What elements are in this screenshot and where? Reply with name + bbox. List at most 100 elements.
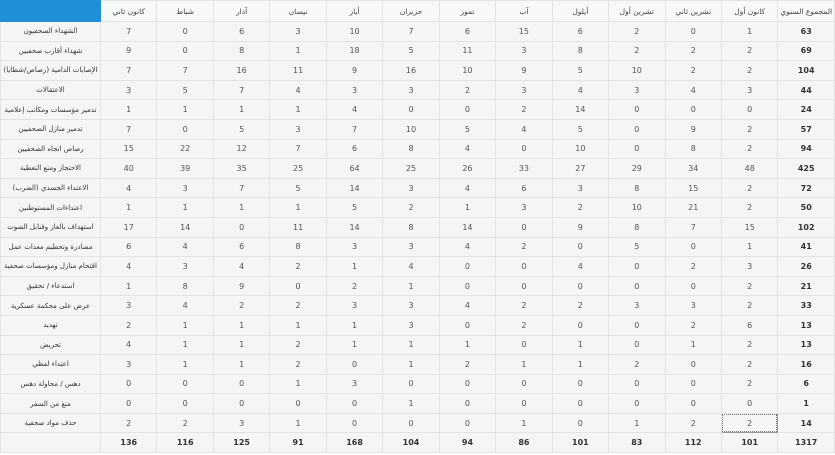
table-cell[interactable]: 3 (325, 295, 384, 316)
table-cell[interactable]: 5 (382, 40, 440, 62)
table-cell[interactable]: 0 (156, 393, 214, 414)
table-cell[interactable]: 2 (720, 354, 779, 375)
table-cell[interactable]: 3 (382, 295, 440, 316)
table-cell[interactable]: 2 (212, 295, 271, 316)
table-cell[interactable]: 16 (382, 60, 440, 81)
table-cell[interactable]: 1 (720, 236, 779, 258)
table-cell[interactable]: 4 (495, 118, 553, 140)
table-cell[interactable]: 4 (382, 256, 440, 277)
table-cell[interactable]: 4 (438, 236, 497, 258)
table-cell[interactable]: 0 (212, 393, 271, 414)
table-cell[interactable]: 0 (382, 412, 440, 434)
table-cell[interactable]: 0 (551, 275, 610, 297)
table-cell[interactable]: 27 (551, 158, 610, 179)
table-cell[interactable]: 9 (212, 275, 271, 297)
table-cell[interactable]: 1 (438, 334, 497, 356)
table-cell[interactable]: 2 (551, 295, 610, 316)
table-cell[interactable]: 0 (608, 118, 666, 140)
table-cell[interactable]: 1 (156, 314, 214, 336)
table-cell[interactable]: 10 (551, 138, 610, 160)
table-cell[interactable]: 1 (156, 354, 214, 375)
table-cell[interactable]: 3 (495, 40, 553, 62)
table-cell[interactable]: 0 (495, 393, 553, 414)
table-cell[interactable]: 3 (212, 412, 271, 434)
column-total-cell[interactable]: 86 (495, 432, 553, 454)
table-cell[interactable]: 0 (495, 334, 553, 356)
table-cell[interactable]: 2 (495, 295, 553, 316)
table-cell[interactable]: 2 (720, 177, 779, 199)
table-cell[interactable]: 0 (495, 216, 553, 238)
table-cell[interactable]: 6 (99, 236, 158, 258)
table-cell[interactable]: 6 (438, 21, 497, 42)
table-cell[interactable]: 10 (438, 60, 497, 81)
table-cell[interactable]: 3 (382, 79, 440, 101)
table-cell[interactable]: 1 (664, 334, 722, 356)
table-cell[interactable]: 0 (551, 393, 610, 414)
table-cell[interactable]: 1 (156, 99, 214, 120)
table-cell[interactable]: 7 (212, 177, 271, 199)
table-cell[interactable]: 9 (664, 118, 722, 140)
column-total-cell[interactable]: 101 (720, 432, 779, 454)
table-cell[interactable]: 3 (495, 79, 553, 101)
table-cell[interactable]: 5 (551, 60, 610, 81)
table-cell[interactable]: 8 (608, 177, 666, 199)
table-cell[interactable]: 3 (382, 177, 440, 199)
table-cell[interactable]: 1 (269, 99, 327, 120)
table-cell[interactable]: 4 (269, 79, 327, 101)
table-cell[interactable]: 2 (156, 412, 214, 434)
table-cell[interactable]: 1 (438, 197, 497, 218)
table-cell[interactable]: 4 (664, 79, 722, 101)
table-cell[interactable]: 2 (720, 40, 779, 62)
table-cell[interactable]: 0 (495, 256, 553, 277)
table-cell[interactable]: 1 (212, 354, 271, 375)
row-total-cell[interactable]: 16 (777, 354, 835, 375)
table-cell[interactable]: 2 (720, 334, 779, 356)
table-cell[interactable]: 0 (438, 99, 497, 120)
table-cell[interactable]: 8 (382, 216, 440, 238)
table-cell[interactable]: 9 (325, 60, 384, 81)
table-cell[interactable]: 0 (325, 393, 384, 414)
table-cell[interactable]: 5 (156, 79, 214, 101)
table-cell[interactable]: 3 (608, 295, 666, 316)
table-cell[interactable]: 25 (269, 158, 327, 179)
table-cell[interactable]: 1 (382, 334, 440, 356)
table-cell[interactable]: 3 (99, 295, 158, 316)
table-cell[interactable]: 0 (608, 138, 666, 160)
table-cell[interactable]: 2 (551, 197, 610, 218)
table-cell[interactable]: 4 (99, 256, 158, 277)
table-cell[interactable]: 3 (608, 79, 666, 101)
table-cell[interactable]: 1 (269, 197, 327, 218)
table-cell[interactable]: 40 (99, 158, 158, 179)
table-cell[interactable]: 14 (325, 216, 384, 238)
table-cell[interactable]: 7 (382, 21, 440, 42)
column-total-cell[interactable]: 104 (382, 432, 440, 454)
table-cell[interactable]: 4 (438, 177, 497, 199)
table-cell[interactable]: 1 (608, 412, 666, 434)
table-cell[interactable]: 6 (551, 21, 610, 42)
row-total-cell[interactable]: 24 (777, 99, 835, 120)
table-cell[interactable]: 3 (156, 256, 214, 277)
column-total-cell[interactable]: 94 (438, 432, 497, 454)
row-total-cell[interactable]: 425 (777, 158, 835, 179)
table-cell[interactable]: 8 (608, 216, 666, 238)
table-cell[interactable]: 8 (664, 138, 722, 160)
table-cell[interactable]: 3 (99, 354, 158, 375)
table-cell[interactable]: 0 (608, 256, 666, 277)
table-cell[interactable]: 6 (325, 138, 384, 160)
table-cell[interactable]: 0 (438, 393, 497, 414)
table-cell[interactable]: 4 (551, 79, 610, 101)
column-total-cell[interactable]: 101 (551, 432, 610, 454)
table-cell[interactable]: 3 (325, 236, 384, 258)
table-cell[interactable]: 0 (156, 118, 214, 140)
table-cell[interactable]: 7 (99, 60, 158, 81)
table-cell[interactable]: 5 (269, 177, 327, 199)
row-total-cell[interactable]: 57 (777, 118, 835, 140)
row-total-cell[interactable]: 63 (777, 21, 835, 42)
table-cell[interactable]: 2 (269, 354, 327, 375)
table-cell[interactable]: 2 (269, 295, 327, 316)
table-cell[interactable]: 2 (99, 412, 158, 434)
table-cell[interactable]: 1 (720, 21, 779, 42)
table-cell[interactable]: 8 (156, 275, 214, 297)
row-total-cell[interactable]: 13 (777, 314, 835, 336)
column-total-cell[interactable]: 83 (608, 432, 666, 454)
